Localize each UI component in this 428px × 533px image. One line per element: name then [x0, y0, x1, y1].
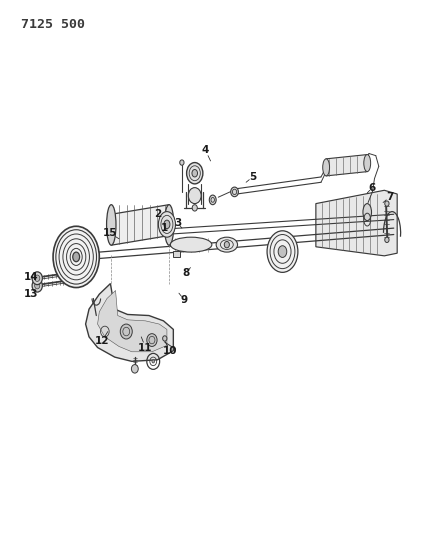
Text: 2: 2: [154, 209, 161, 219]
Text: 12: 12: [95, 336, 109, 346]
Circle shape: [147, 334, 157, 346]
Text: 15: 15: [103, 229, 118, 238]
Polygon shape: [316, 190, 397, 256]
Ellipse shape: [267, 231, 298, 272]
Polygon shape: [173, 251, 180, 257]
Circle shape: [120, 324, 132, 339]
Circle shape: [32, 279, 42, 292]
Polygon shape: [86, 284, 173, 361]
Ellipse shape: [192, 205, 197, 211]
Text: 11: 11: [138, 343, 153, 352]
Text: 5: 5: [249, 172, 256, 182]
Text: 1: 1: [161, 223, 168, 233]
Ellipse shape: [216, 237, 238, 252]
Ellipse shape: [192, 169, 198, 177]
Text: 14: 14: [24, 272, 38, 282]
Ellipse shape: [164, 205, 174, 245]
Circle shape: [32, 272, 42, 285]
Ellipse shape: [363, 204, 372, 221]
Circle shape: [35, 275, 40, 281]
Text: 3: 3: [174, 218, 181, 228]
Ellipse shape: [385, 201, 389, 206]
Polygon shape: [98, 290, 167, 352]
Ellipse shape: [158, 212, 175, 237]
Polygon shape: [111, 205, 169, 245]
Ellipse shape: [385, 237, 389, 243]
Text: 6: 6: [369, 183, 376, 192]
Ellipse shape: [180, 160, 184, 165]
Ellipse shape: [188, 188, 201, 204]
Text: 7: 7: [386, 192, 393, 202]
Text: 8: 8: [183, 268, 190, 278]
Polygon shape: [326, 155, 367, 176]
Text: 10: 10: [163, 346, 178, 356]
Ellipse shape: [107, 205, 116, 245]
Text: 9: 9: [181, 295, 187, 304]
Ellipse shape: [164, 220, 170, 229]
Circle shape: [131, 365, 138, 373]
Text: 4: 4: [202, 146, 209, 155]
Ellipse shape: [53, 227, 99, 288]
Text: 7125 500: 7125 500: [21, 18, 86, 30]
Ellipse shape: [73, 252, 80, 262]
Circle shape: [35, 282, 40, 289]
Ellipse shape: [231, 187, 238, 197]
Ellipse shape: [187, 163, 203, 184]
Ellipse shape: [323, 159, 330, 176]
Ellipse shape: [170, 237, 212, 252]
Ellipse shape: [163, 336, 167, 341]
Ellipse shape: [278, 246, 287, 257]
Ellipse shape: [209, 195, 216, 205]
Ellipse shape: [364, 155, 371, 172]
Circle shape: [152, 360, 155, 363]
Text: 13: 13: [24, 289, 38, 299]
Ellipse shape: [224, 241, 229, 248]
